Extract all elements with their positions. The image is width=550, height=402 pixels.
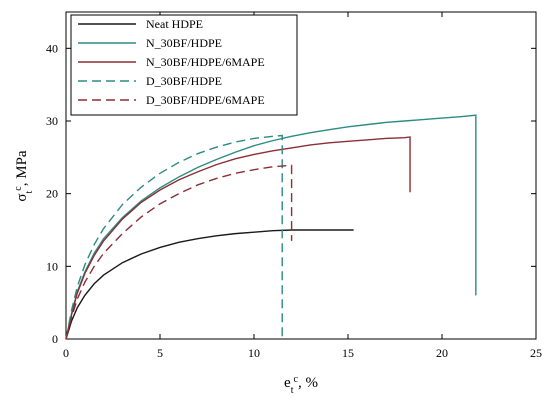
x-tick-label: 15 [342, 346, 354, 360]
series-line-d-30bf-hdpe [65, 134, 283, 340]
legend-label: D_30BF/HDPE/6MAPE [146, 93, 265, 107]
series-line-n-30bf-hdpe-6mape [65, 136, 411, 340]
legend-frame [70, 14, 298, 116]
x-axis-title-main: e [284, 375, 291, 391]
series-line-n-30bf-hdpe [65, 114, 477, 340]
y-axis-title-sup: c [13, 186, 24, 191]
y-axis-title-main: σ [14, 193, 30, 201]
x-axis-title: etc, % [284, 374, 318, 396]
x-axis-title-sup: c [294, 374, 299, 385]
x-tick-label: 10 [248, 346, 260, 360]
series-layer [65, 114, 477, 340]
x-axis-title-sub: t [291, 385, 294, 396]
y-axis-title-sub: t [24, 190, 35, 193]
legend: Neat HDPE N_30BF/HDPE N_30BF/HDPE/6MAPE D_3… [70, 14, 298, 116]
y-tick-label: 30 [46, 114, 58, 128]
y-tick-label: 10 [46, 259, 58, 273]
x-tick-label: 5 [157, 346, 163, 360]
x-tick-label: 0 [63, 346, 69, 360]
y-tick-label: 20 [46, 187, 58, 201]
legend-label: N_30BF/HDPE [146, 36, 222, 50]
x-tick-label: 25 [530, 346, 542, 360]
y-axis-title: σtc, MPa [13, 150, 35, 202]
y-axis-title-unit: , MPa [14, 150, 30, 186]
legend-label: Neat HDPE [146, 17, 203, 31]
x-tick-label: 20 [436, 346, 448, 360]
y-tick-label: 40 [46, 41, 58, 55]
series-line-neat-hdpe [65, 229, 354, 340]
legend-label: D_30BF/HDPE [146, 74, 222, 88]
plot-frame [65, 11, 537, 340]
series-line-d-30bf-hdpe-6mape [65, 164, 293, 340]
x-axis-title-unit: , % [298, 375, 318, 391]
y-tick-label: 0 [52, 332, 58, 346]
axis-ticks: 0 5 10 15 20 25 0 10 20 30 40 [46, 12, 542, 360]
legend-label: N_30BF/HDPE/6MAPE [146, 55, 265, 69]
